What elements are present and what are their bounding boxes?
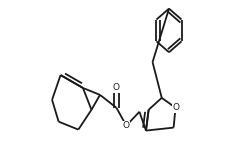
Text: O: O xyxy=(113,83,120,92)
Text: O: O xyxy=(123,121,130,130)
Text: O: O xyxy=(172,103,179,112)
